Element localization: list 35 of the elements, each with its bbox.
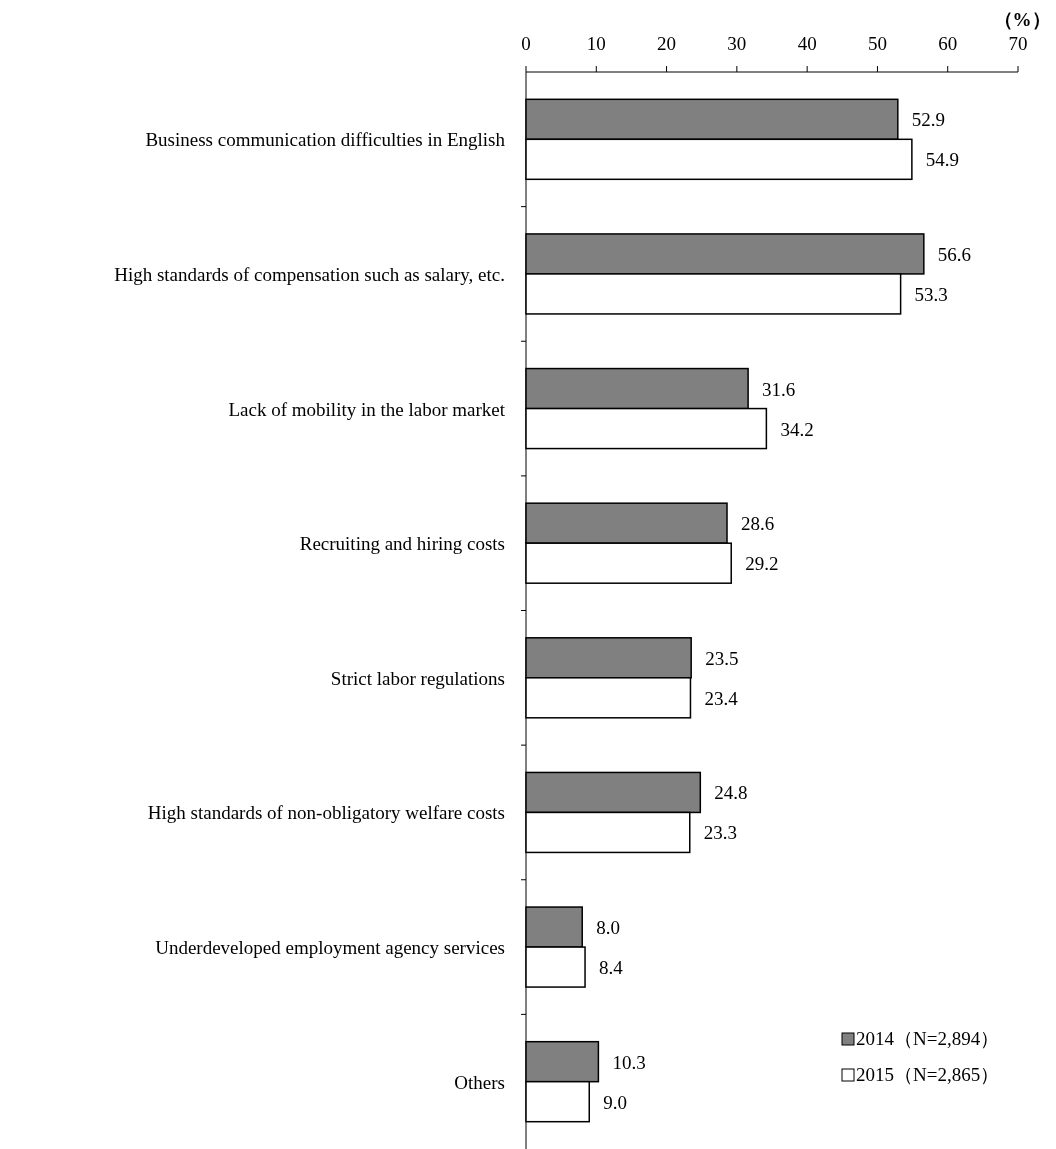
y-tick-label: High standards of compensation such as salary, etc. [114, 263, 505, 285]
data-label: 53.3 [914, 283, 948, 305]
x-tick-label: 10 [586, 33, 606, 54]
x-tick-label: 30 [727, 33, 747, 54]
x-tick-label: 20 [657, 33, 677, 54]
y-tick-label: Business communication difficulties in English [145, 129, 506, 151]
data-label: 8.0 [596, 917, 620, 939]
y-tick-label: Others [454, 1071, 505, 1093]
data-label: 10.3 [612, 1051, 646, 1073]
data-label: 28.6 [741, 513, 775, 535]
x-tick-label: 70 [1008, 33, 1028, 54]
data-label: 54.9 [925, 149, 960, 171]
data-label: 52.9 [911, 109, 946, 131]
data-label: 8.4 [599, 957, 624, 979]
data-label: 29.2 [745, 553, 779, 575]
y-tick-label: Strict labor regulations [330, 667, 505, 689]
y-tick-label: Recruiting and hiring costs [299, 533, 505, 555]
data-label: 31.6 [762, 378, 796, 400]
y-tick-label: Lack of mobility in the labor market [228, 398, 506, 420]
legend-label: 2014（N=2,894） [856, 1028, 1000, 1049]
data-label: 23.4 [704, 687, 739, 709]
y-tick-label: High standards of non-obligatory welfare costs [147, 802, 505, 824]
data-label: 23.3 [703, 822, 738, 844]
data-label: 24.8 [714, 782, 748, 804]
x-axis-title: （%） [993, 9, 1051, 30]
y-tick-label: Underdeveloped employment agency services [155, 937, 505, 959]
legend-label: 2015（N=2,865） [856, 1064, 1000, 1085]
x-tick-label: 40 [797, 33, 817, 54]
x-tick-label: 60 [938, 33, 958, 54]
data-label: 23.5 [705, 647, 739, 669]
data-label: 56.6 [937, 243, 972, 265]
data-label: 9.0 [603, 1091, 628, 1113]
x-tick-label: 0 [521, 33, 531, 54]
x-tick-label: 50 [867, 33, 887, 54]
data-label: 34.2 [780, 418, 814, 440]
